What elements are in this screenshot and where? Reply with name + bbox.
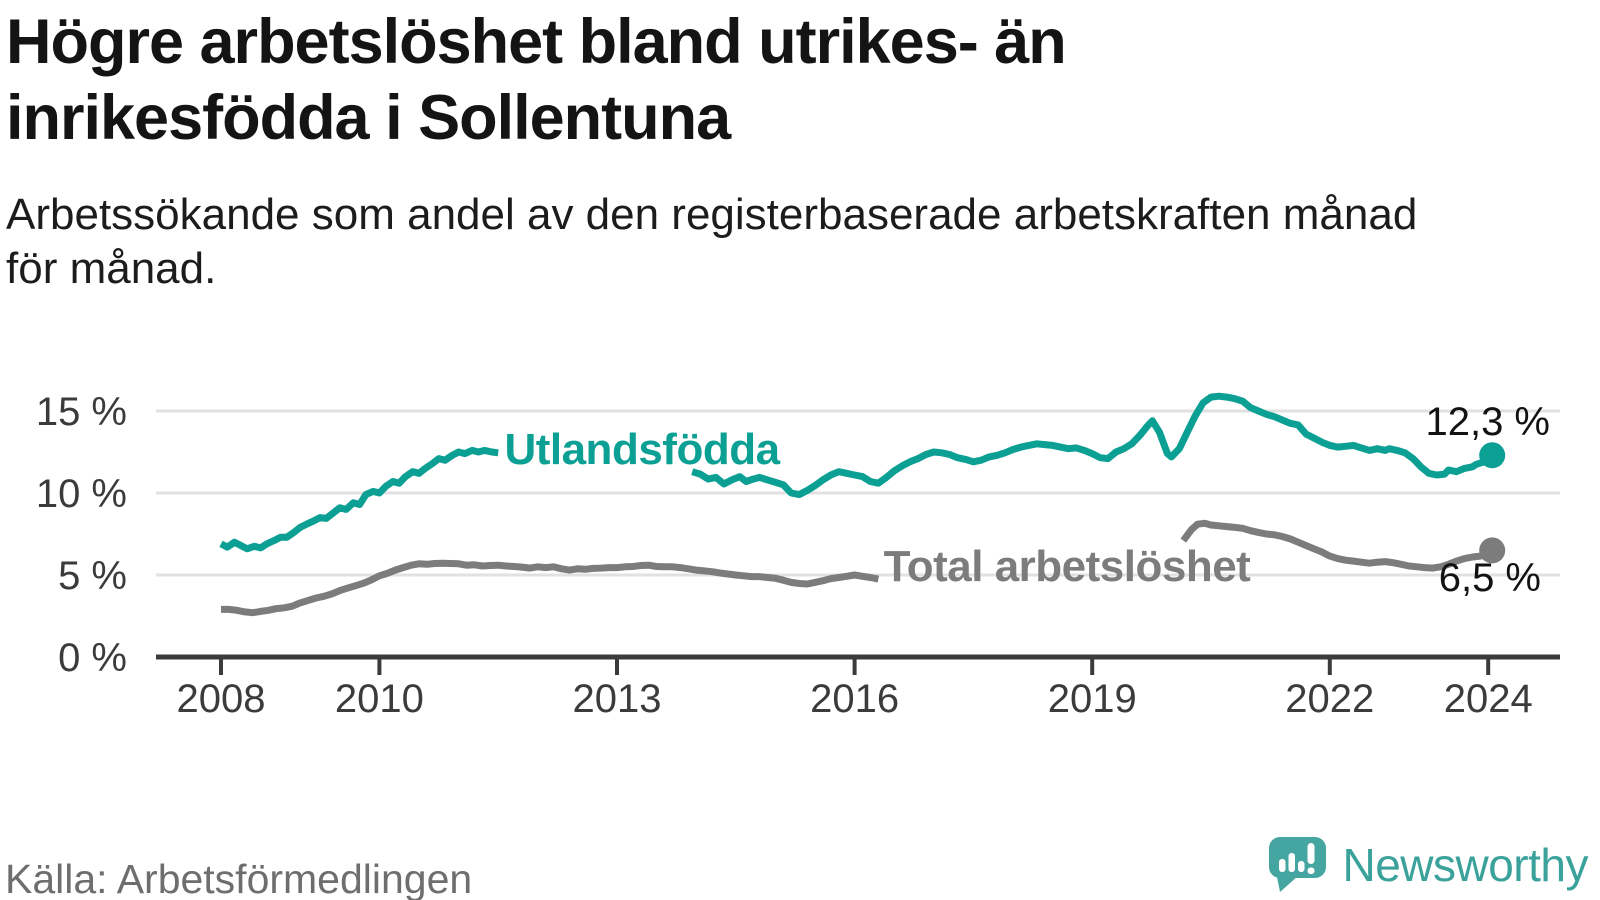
source-credit: Källa: Arbetsförmedlingen [5,856,473,900]
newsworthy-logo[interactable]: Newsworthy [1268,836,1588,894]
subtitle-line-2: för månad. [6,244,217,293]
page-title: Högre arbetslöshet bland utrikes- än inr… [6,4,1067,156]
series-label-total-arbetsloshet: Total arbetslöshet [884,542,1252,591]
x-tick-label-2013: 2013 [573,677,662,721]
series-line-total-arbetsloshet-0 [221,559,880,617]
newsworthy-logo-text: Newsworthy [1342,839,1588,891]
x-tick-label-2022: 2022 [1285,677,1374,721]
end-value-label-utlandsfodda: 12,3 % [1425,400,1550,444]
series-line-utlandsfodda-0 [219,446,499,553]
y-tick-label-5-pct: 5 % [58,554,127,598]
y-tick-label-15-pct: 15 % [36,390,127,434]
y-tick-label-10-pct: 10 % [36,472,127,516]
y-tick-label-0-pct: 0 % [58,636,127,680]
title-line-2: inrikesfödda i Sollentuna [6,83,731,153]
series-line-utlandsfodda-1 [691,392,1495,499]
series-line-total-arbetsloshet-1 [1180,519,1495,572]
subtitle-line-1: Arbetssökande som andel av den registerb… [6,190,1418,239]
x-tick-label-2024: 2024 [1444,677,1533,721]
series-label-utlandsfodda: Utlandsfödda [504,425,780,474]
newsworthy-logo-icon [1269,837,1327,892]
x-tick-label-2010: 2010 [335,677,424,721]
x-tick-label-2008: 2008 [177,677,266,721]
chart-subtitle: Arbetssökande som andel av den registerb… [6,188,1417,296]
series-end-dot-total-arbetsloshet [1479,537,1506,564]
chart-plot-area: 2008 2010 2013 2016 2019 2022 2024 0 % 5 % 10 % 15… [36,390,1560,721]
series-end-dot-utlandsfodda [1479,442,1506,469]
x-tick-label-2019: 2019 [1048,677,1137,721]
x-tick-label-2016: 2016 [810,677,899,721]
title-line-1: Högre arbetslöshet bland utrikes- än [6,7,1067,77]
end-value-label-total: 6,5 % [1439,556,1541,600]
